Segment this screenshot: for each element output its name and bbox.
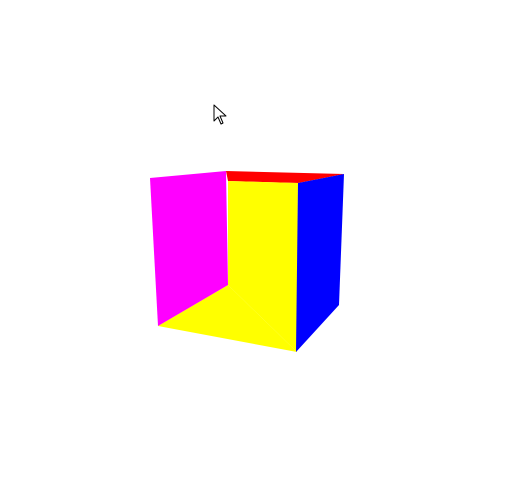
cube-face-right <box>296 174 344 352</box>
cube-face-left-inner <box>150 171 228 326</box>
cube-face-bottom <box>158 285 297 352</box>
cube-face-back <box>228 181 298 352</box>
cube-face-top <box>226 171 344 183</box>
